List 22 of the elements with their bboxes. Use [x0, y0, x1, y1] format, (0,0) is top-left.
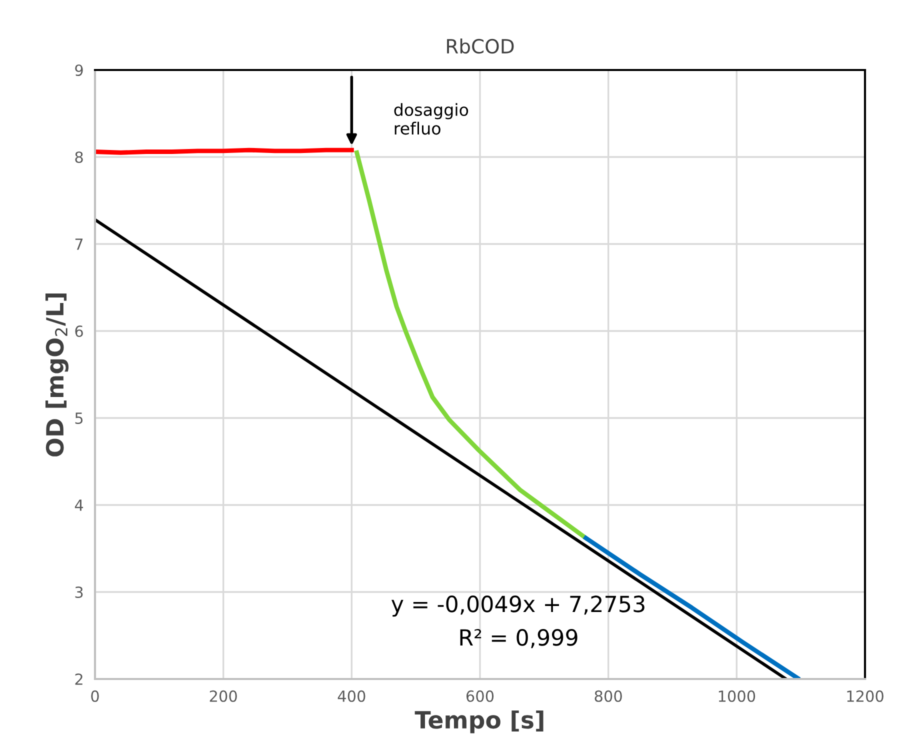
y-tick-label: 7 — [75, 238, 83, 250]
chart-title: RbCOD — [447, 38, 514, 54]
x-tick-label: 200 — [210, 690, 237, 702]
annotation: y = -0,0049x + 7,2753 — [392, 596, 644, 617]
y-axis-title: OD [mgO$_{2}$/L] — [45, 294, 69, 456]
x-tick-label: 0 — [91, 690, 99, 702]
annotation: dosaggio refluo — [394, 103, 468, 135]
x-tick-label: 600 — [466, 690, 494, 702]
x-axis-title: Tempo [s] — [414, 710, 544, 734]
y-tick-label: 9 — [75, 64, 83, 76]
y-tick-label: 5 — [75, 412, 83, 424]
y-tick-label: 8 — [75, 151, 83, 164]
x-tick-label: 800 — [594, 690, 622, 702]
y-tick-label: 3 — [75, 586, 83, 598]
line-series — [354, 150, 588, 540]
y-tick-label: 2 — [75, 673, 82, 685]
x-tick-label: 400 — [338, 690, 366, 702]
x-tick-label: 1000 — [718, 690, 756, 702]
y-tick-label: 4 — [74, 500, 84, 511]
x-tick-label: 1200 — [847, 690, 884, 702]
y-tick-label: 6 — [75, 325, 83, 338]
annotation: R² = 0,999 — [460, 629, 578, 648]
